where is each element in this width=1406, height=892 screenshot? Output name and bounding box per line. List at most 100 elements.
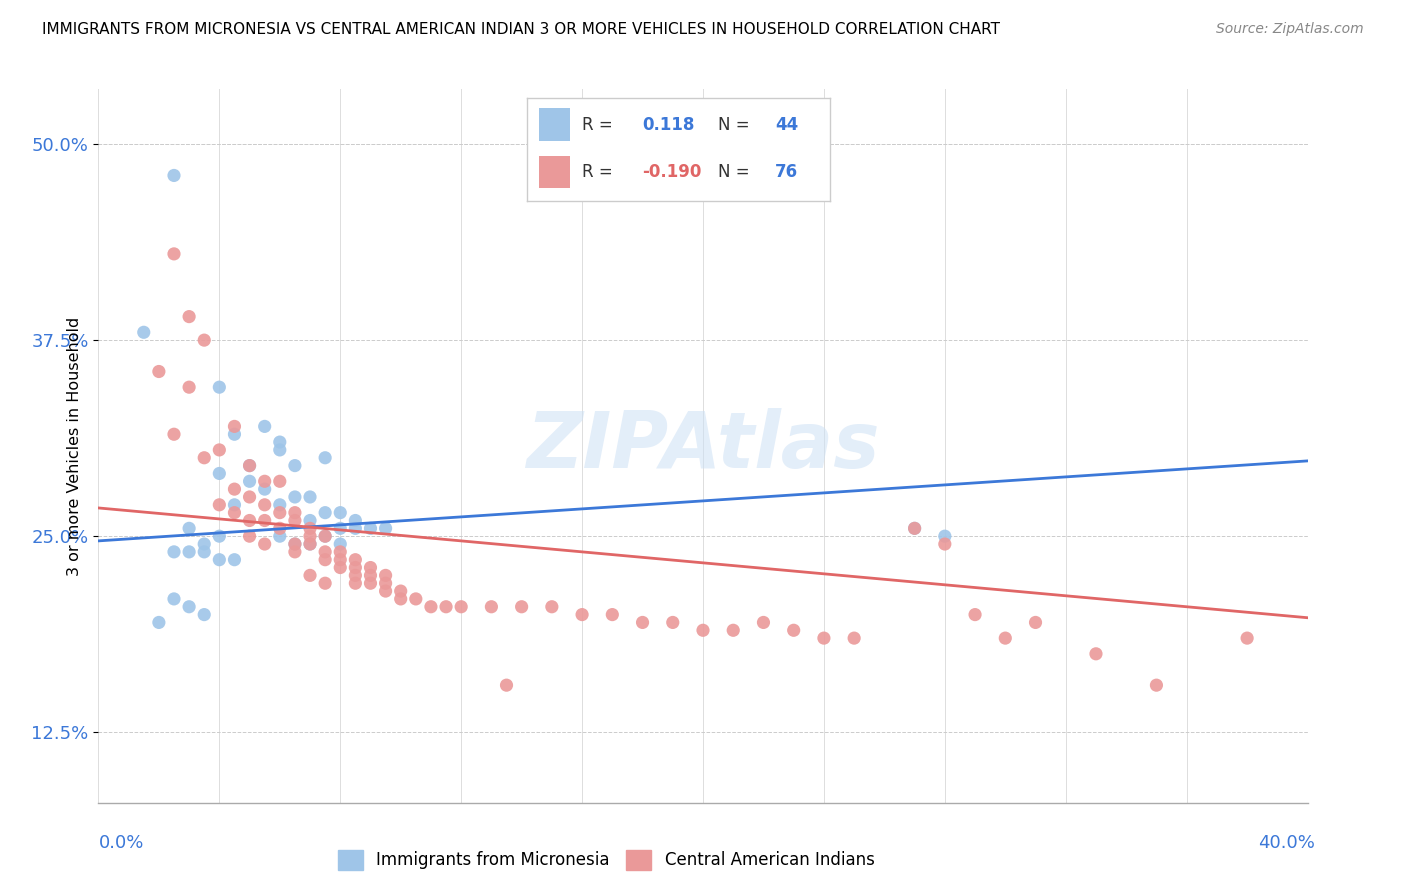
Text: -0.190: -0.190 [643, 163, 702, 181]
Point [434, 599, 457, 614]
Text: 40.0%: 40.0% [1258, 834, 1315, 852]
Point [284, 506, 307, 520]
Y-axis label: 3 or more Vehicles in Household: 3 or more Vehicles in Household [66, 317, 82, 575]
Point [329, 552, 352, 566]
Point [344, 552, 367, 566]
Point [163, 427, 186, 442]
Point [329, 560, 352, 574]
Point [314, 576, 336, 591]
Text: Source: ZipAtlas.com: Source: ZipAtlas.com [1216, 22, 1364, 37]
Point [314, 506, 336, 520]
Point [269, 498, 291, 512]
Point [1144, 678, 1167, 692]
Point [269, 435, 291, 450]
Point [329, 537, 352, 551]
Point [193, 450, 215, 465]
Point [284, 514, 307, 528]
Point [374, 521, 396, 535]
Point [224, 427, 246, 442]
Point [269, 442, 291, 457]
Point [239, 458, 262, 473]
Point [314, 529, 336, 543]
Point [540, 599, 562, 614]
Point [329, 506, 352, 520]
Point [1024, 615, 1046, 630]
Point [239, 529, 262, 543]
Point [344, 576, 367, 591]
Point [163, 591, 186, 606]
Point [193, 537, 215, 551]
Point [420, 599, 443, 614]
Point [179, 380, 201, 394]
Text: R =: R = [582, 116, 613, 134]
Point [752, 615, 775, 630]
Point [224, 419, 246, 434]
Point [405, 591, 427, 606]
Text: IMMIGRANTS FROM MICRONESIA VS CENTRAL AMERICAN INDIAN 3 OR MORE VEHICLES IN HOUS: IMMIGRANTS FROM MICRONESIA VS CENTRAL AM… [42, 22, 1000, 37]
Point [253, 482, 276, 496]
Point [299, 521, 322, 535]
Point [389, 584, 412, 599]
Point [344, 521, 367, 535]
Point [481, 599, 503, 614]
Point [253, 498, 276, 512]
Bar [540, 108, 569, 141]
Point [510, 599, 533, 614]
Point [284, 545, 307, 559]
Point [299, 537, 322, 551]
Point [224, 482, 246, 496]
Point [193, 333, 215, 347]
Point [329, 545, 352, 559]
Point [208, 529, 231, 543]
Point [239, 475, 262, 489]
Point [224, 498, 246, 512]
Point [239, 514, 262, 528]
Point [374, 568, 396, 582]
Point [571, 607, 593, 622]
Point [299, 529, 322, 543]
Point [208, 498, 231, 512]
Point [450, 599, 472, 614]
Point [284, 490, 307, 504]
Point [299, 490, 322, 504]
Point [208, 380, 231, 394]
Point [495, 678, 517, 692]
Point [965, 607, 987, 622]
Point [269, 475, 291, 489]
Point [239, 458, 262, 473]
Point [253, 475, 276, 489]
Point [1085, 647, 1108, 661]
Point [193, 607, 215, 622]
Point [253, 514, 276, 528]
Point [904, 521, 927, 535]
Point [163, 247, 186, 261]
Point [253, 419, 276, 434]
Point [269, 521, 291, 535]
Point [224, 552, 246, 566]
Point [269, 529, 291, 543]
Text: R =: R = [582, 163, 613, 181]
Point [132, 326, 155, 340]
Point [934, 529, 956, 543]
Point [284, 537, 307, 551]
Point [360, 568, 382, 582]
Point [314, 529, 336, 543]
Point [239, 490, 262, 504]
Point [934, 537, 956, 551]
Point [179, 521, 201, 535]
Point [904, 521, 927, 535]
Point [208, 442, 231, 457]
Point [692, 624, 714, 638]
Point [224, 506, 246, 520]
Point [179, 310, 201, 324]
Point [208, 552, 231, 566]
Text: 44: 44 [775, 116, 799, 134]
Point [662, 615, 685, 630]
Point [344, 568, 367, 582]
Point [329, 521, 352, 535]
Legend: Immigrants from Micronesia, Central American Indians: Immigrants from Micronesia, Central Amer… [332, 843, 882, 877]
Point [284, 458, 307, 473]
Text: ZIPAtlas: ZIPAtlas [526, 408, 880, 484]
Point [344, 560, 367, 574]
Text: N =: N = [717, 163, 749, 181]
